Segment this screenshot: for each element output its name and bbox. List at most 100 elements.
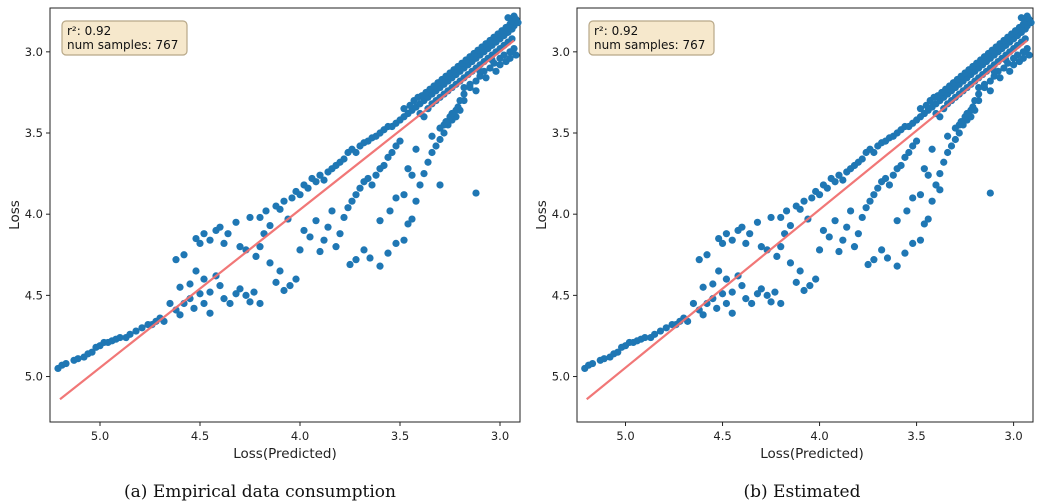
data-point: [883, 254, 892, 262]
data-point: [920, 220, 928, 228]
data-point: [753, 290, 762, 298]
data-point: [916, 105, 925, 113]
data-point: [482, 74, 490, 82]
panel-b-caption: (b) Estimated: [744, 482, 861, 502]
data-point: [986, 87, 994, 95]
panel-a-caption: (a) Empirical data consumption: [124, 482, 396, 502]
data-point: [796, 205, 804, 213]
data-point: [232, 290, 240, 298]
data-point: [600, 355, 608, 363]
data-point: [368, 181, 376, 189]
data-point: [748, 299, 756, 308]
data-point: [699, 311, 707, 319]
data-point: [384, 153, 392, 161]
data-point: [864, 260, 872, 269]
data-point: [815, 191, 824, 199]
data-point: [986, 77, 994, 85]
data-point: [256, 243, 264, 251]
data-point: [408, 215, 416, 223]
data-point: [486, 64, 494, 72]
data-point: [246, 213, 254, 222]
data-point: [796, 267, 804, 275]
data-point: [901, 249, 909, 257]
data-point: [763, 291, 771, 299]
data-point: [436, 181, 444, 189]
data-point: [858, 155, 866, 163]
data-point: [472, 87, 480, 95]
data-point: [428, 132, 436, 140]
data-point: [420, 170, 428, 178]
data-point: [316, 171, 324, 179]
data-point: [955, 129, 963, 137]
panel-a-fit-line: [59, 39, 515, 401]
data-point: [356, 184, 364, 192]
data-point: [424, 158, 432, 166]
data-point: [808, 194, 816, 202]
data-point: [944, 148, 952, 157]
data-point: [1013, 51, 1022, 59]
data-point: [440, 129, 448, 137]
data-point: [404, 165, 412, 173]
panel-a-plot: 5.0 4.5 4.0 3.5 3.0 3.0 3.5 4.0 4.5 5.0 r²: 0.92nu…: [25, 7, 522, 443]
data-point: [767, 213, 775, 222]
data-point: [777, 213, 785, 222]
data-point: [897, 161, 905, 170]
data-point: [406, 101, 414, 110]
data-point: [224, 230, 232, 238]
data-point: [951, 135, 959, 144]
data-point: [806, 282, 814, 290]
data-point: [416, 181, 424, 189]
data-point: [715, 267, 723, 275]
panel-b-x-tick-label: 5.0: [616, 429, 634, 443]
data-point: [88, 348, 96, 356]
data-point: [400, 191, 408, 199]
data-point: [344, 204, 352, 212]
data-point: [718, 290, 727, 298]
data-point: [286, 282, 294, 290]
data-point: [514, 19, 522, 27]
data-point: [404, 220, 412, 228]
data-point: [936, 170, 944, 178]
data-point: [916, 236, 925, 244]
data-point: [252, 252, 260, 260]
data-point: [773, 252, 781, 260]
data-point: [126, 330, 134, 338]
data-point: [866, 197, 874, 205]
data-point: [506, 54, 514, 62]
data-point: [812, 275, 820, 283]
data-point: [466, 80, 474, 88]
data-point: [236, 285, 244, 293]
data-point: [400, 105, 408, 113]
data-point: [306, 233, 314, 241]
data-point: [276, 205, 284, 213]
data-point: [242, 291, 250, 299]
data-point: [928, 197, 936, 205]
data-point: [74, 355, 82, 363]
data-point: [340, 155, 348, 163]
data-point: [854, 230, 862, 238]
panel-a-x-tick-label: 4.5: [191, 429, 209, 443]
data-point: [746, 230, 754, 238]
data-point: [951, 124, 959, 132]
data-point: [718, 239, 727, 248]
data-point: [662, 324, 670, 332]
data-point: [885, 181, 894, 189]
data-point: [912, 137, 921, 145]
data-point: [62, 359, 70, 368]
data-point: [216, 223, 224, 231]
data-point: [388, 148, 396, 157]
data-point: [232, 218, 240, 226]
data-point: [412, 145, 420, 153]
panel-a-stats-r2: r²: 0.92: [67, 24, 111, 38]
data-point: [420, 113, 428, 121]
panel-b-ylabel: Loss: [534, 200, 550, 230]
data-point: [1009, 61, 1018, 69]
panel-a-y-tick-label: 3.0: [25, 45, 43, 59]
data-point: [236, 243, 244, 251]
data-point: [940, 158, 948, 166]
data-point: [220, 239, 228, 248]
data-point: [713, 304, 721, 312]
data-point: [932, 181, 940, 189]
data-point: [823, 184, 831, 192]
